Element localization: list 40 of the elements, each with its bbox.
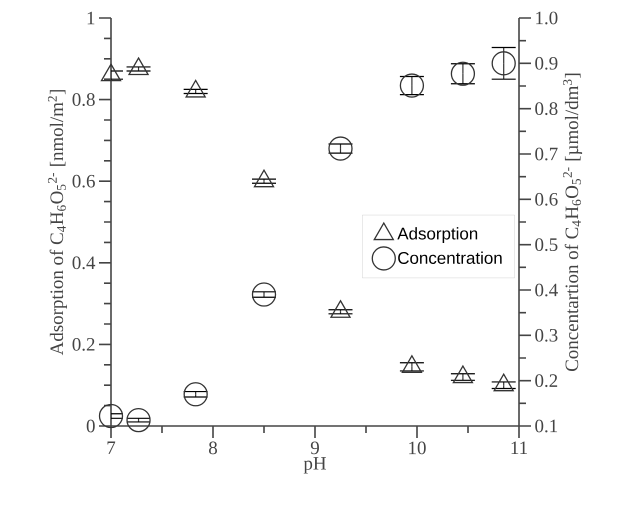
y2-tick-label: 0.7 [535, 148, 558, 160]
x-axis-title: pH [304, 457, 326, 474]
y-tick-label: 1 [88, 12, 94, 24]
y2-tick-label: 1.0 [536, 12, 558, 24]
x-tick-label: 9 [310, 442, 319, 454]
y-tick-label: 0.2 [72, 338, 94, 351]
y2-tick-label: 0.1 [535, 420, 558, 432]
y-tick-label: 0 [86, 420, 95, 432]
point [98, 404, 124, 428]
point [330, 300, 351, 318]
point [494, 374, 514, 392]
y2-tick-label: 0.4 [535, 284, 558, 296]
y-tick-label: 0.6 [72, 174, 95, 188]
text: Adsorption of C$_{4}$H$_{6}$O$_{5}$$^{2-}$ [nmol/m$^{2}$] [48, 90, 67, 356]
text: Concentartion of C$_{4}$H$_{6}$O$_{5}$$^{2-}$ [µmol/dm$^{3}$] [563, 74, 582, 372]
y2-tick-label: 0.9 [535, 56, 558, 70]
y-tick-label: 0.8 [72, 93, 95, 106]
x-tick-label: 10 [409, 442, 426, 454]
y2-tick-label: 0.8 [535, 102, 558, 116]
point [100, 63, 122, 82]
point [254, 170, 274, 188]
y2-tick-label: 0.5 [535, 238, 558, 252]
point [328, 136, 353, 161]
point [452, 365, 474, 384]
x-tick-label: 7 [108, 442, 116, 454]
point [184, 382, 208, 406]
point [128, 57, 149, 76]
legend-label: Adsorption [397, 227, 478, 243]
y2-tick-label: 0.3 [535, 328, 558, 342]
y2-tick-label: 0.2 [535, 374, 558, 388]
point [492, 51, 516, 76]
y-tick-label: 0.4 [72, 256, 96, 270]
x-tick-label: 11 [512, 442, 527, 454]
point [185, 80, 206, 98]
legend-label: Concentration [398, 252, 502, 264]
point [402, 355, 422, 373]
y2-tick-label: 0.6 [535, 192, 558, 206]
x-tick-label: 8 [208, 442, 217, 454]
point [126, 408, 151, 432]
point [252, 282, 276, 307]
